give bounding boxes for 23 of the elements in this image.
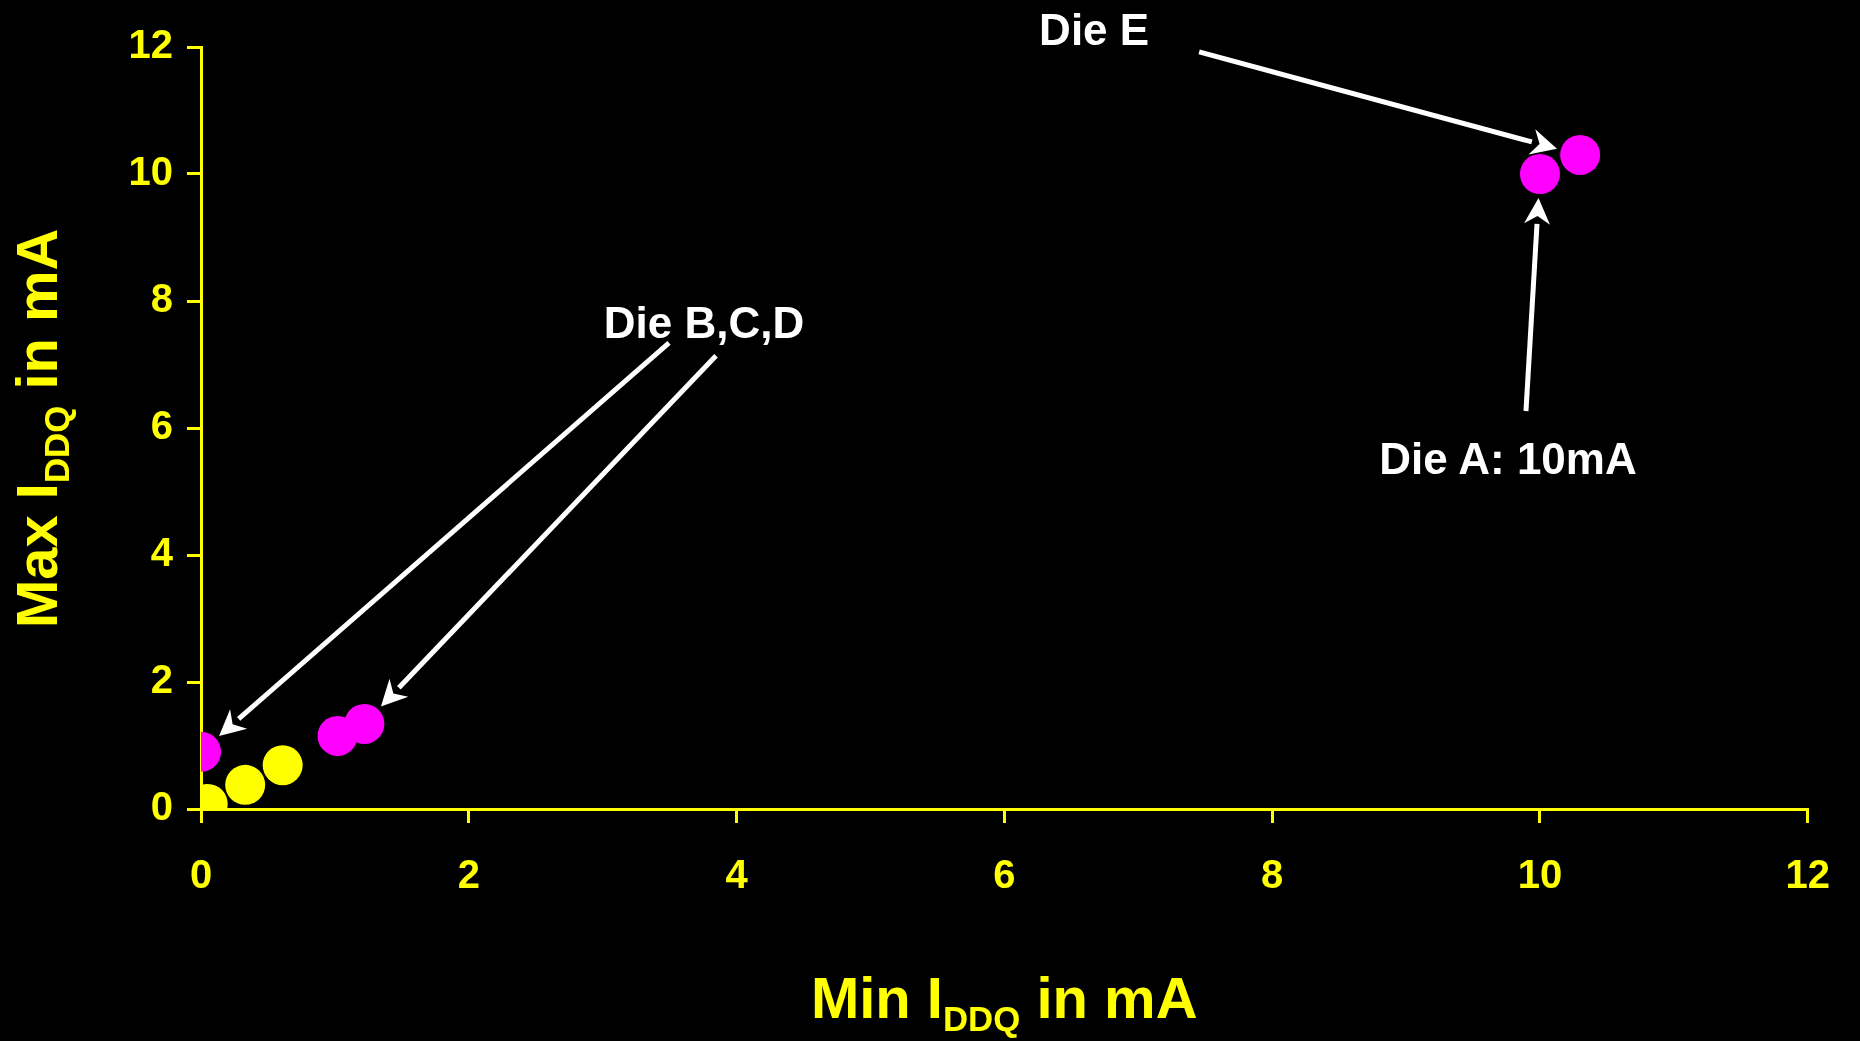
x-tick-label: 12 <box>1785 852 1830 897</box>
x-tick-label: 2 <box>457 852 480 897</box>
point <box>262 745 303 786</box>
x-tick-label: 0 <box>189 852 213 897</box>
annotation: Die A: 10mA <box>1379 434 1637 484</box>
y-tick-label: 12 <box>128 22 173 67</box>
point <box>344 703 385 744</box>
x-tick-label: 6 <box>993 852 1016 897</box>
y-tick-label: 6 <box>150 403 173 448</box>
y-tick-label: 10 <box>128 149 173 194</box>
x-tick-label: 8 <box>1261 852 1284 897</box>
x-tick-label: 4 <box>725 852 749 897</box>
y-tick-label: 4 <box>150 530 174 575</box>
x-tick-label: 10 <box>1517 852 1563 897</box>
y-tick-label: 8 <box>150 276 173 321</box>
point <box>225 764 266 805</box>
y-tick-label: 0 <box>150 784 173 829</box>
annotation: Die E <box>1039 4 1150 55</box>
point <box>1560 134 1601 175</box>
annotation: Die B,C,D <box>603 297 805 348</box>
y-tick-label: 2 <box>150 657 173 702</box>
x-axis-title: Min I$_{DDQ}$ in mA <box>810 964 1198 1039</box>
point <box>1519 154 1560 194</box>
